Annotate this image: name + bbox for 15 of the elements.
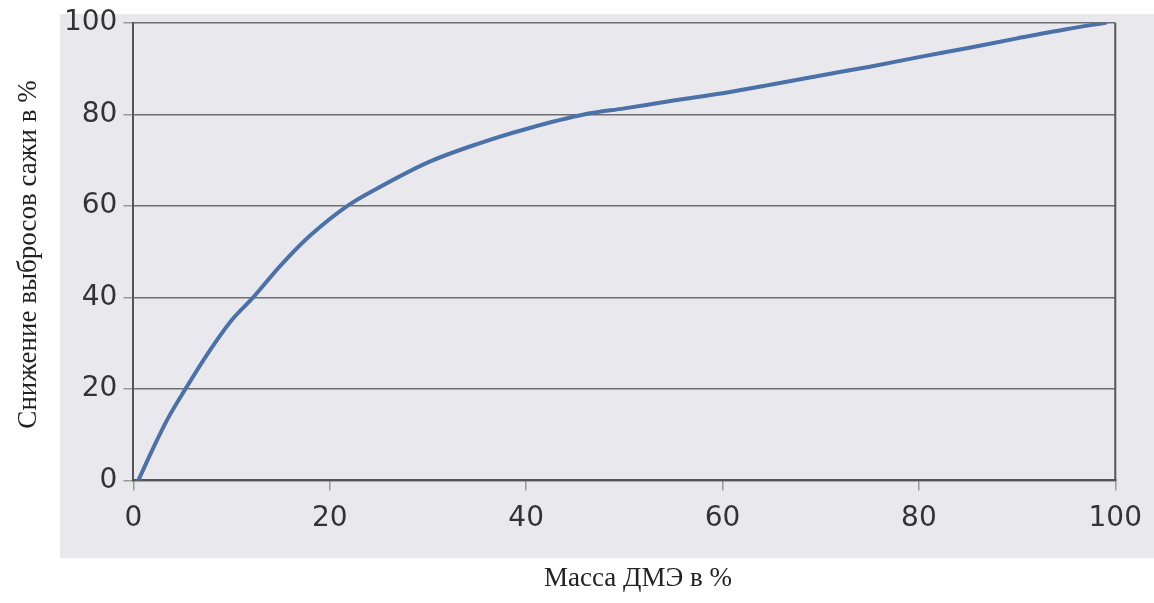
y-tick-label: 40 <box>81 278 118 312</box>
y-tick-label: 20 <box>81 370 118 404</box>
y-tick-label: 100 <box>63 4 118 38</box>
x-tick-label: 80 <box>901 500 937 534</box>
x-tick-label: 100 <box>1088 500 1142 534</box>
y-axis-title: Снижение выбросов сажи в % <box>11 79 43 429</box>
x-tick-label: 60 <box>704 500 741 534</box>
x-tick-label: 40 <box>508 500 544 534</box>
x-axis-title: Масса ДМЭ в % <box>543 562 733 593</box>
x-tick-label: 20 <box>311 500 348 534</box>
y-tick-label: 80 <box>81 95 118 129</box>
y-tick-label: 0 <box>99 461 118 495</box>
line-series <box>136 22 1108 481</box>
x-tick-label: 0 <box>124 500 143 534</box>
y-tick-label: 60 <box>81 187 118 221</box>
